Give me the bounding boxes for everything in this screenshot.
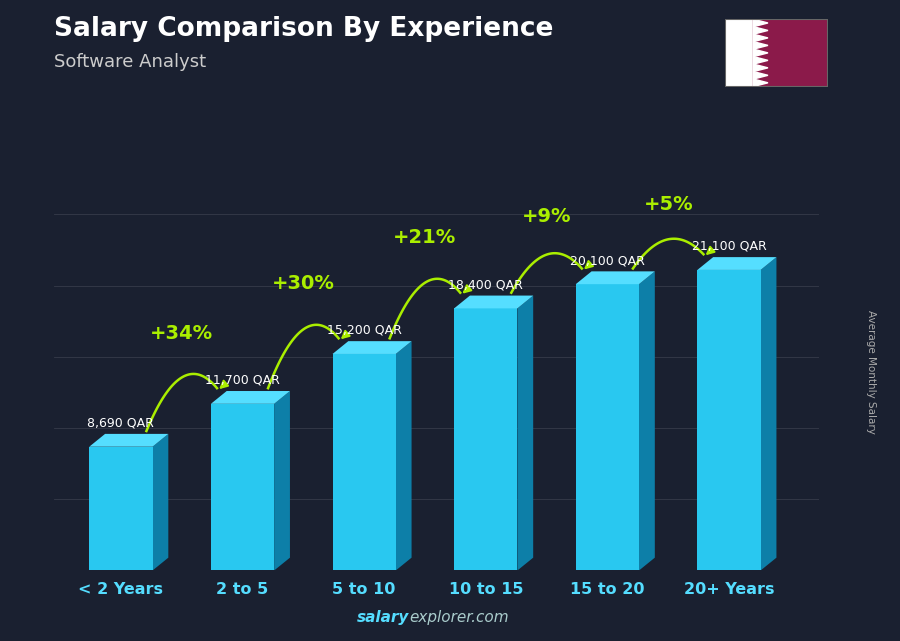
Text: Average Monthly Salary: Average Monthly Salary (866, 310, 877, 434)
Polygon shape (753, 49, 768, 56)
Text: +9%: +9% (522, 207, 572, 226)
Text: 21,100 QAR: 21,100 QAR (691, 240, 767, 253)
Text: 11,700 QAR: 11,700 QAR (205, 374, 280, 387)
Polygon shape (760, 257, 777, 570)
Text: salary: salary (357, 610, 410, 625)
Polygon shape (753, 64, 768, 72)
Text: 20,100 QAR: 20,100 QAR (570, 254, 644, 267)
Bar (454, 308, 518, 570)
Bar (89, 447, 152, 570)
Text: +30%: +30% (272, 274, 335, 293)
Polygon shape (152, 434, 168, 570)
Text: 18,400 QAR: 18,400 QAR (448, 278, 523, 291)
Polygon shape (211, 391, 290, 404)
Bar (211, 404, 274, 570)
Polygon shape (753, 79, 768, 87)
Polygon shape (518, 296, 533, 570)
Polygon shape (698, 257, 777, 270)
Bar (698, 270, 760, 570)
Polygon shape (576, 271, 655, 284)
Text: Software Analyst: Software Analyst (54, 53, 206, 71)
Polygon shape (454, 296, 533, 308)
Polygon shape (753, 34, 768, 42)
Polygon shape (753, 56, 768, 64)
Bar (576, 284, 639, 570)
Bar (724, 19, 753, 87)
Polygon shape (639, 271, 655, 570)
Polygon shape (753, 72, 768, 79)
Polygon shape (332, 341, 411, 354)
Polygon shape (274, 391, 290, 570)
Polygon shape (753, 19, 768, 27)
Text: +34%: +34% (150, 324, 213, 342)
Bar (753, 19, 828, 87)
Text: explorer.com: explorer.com (410, 610, 509, 625)
Polygon shape (753, 27, 768, 34)
Polygon shape (396, 341, 411, 570)
Polygon shape (89, 434, 168, 447)
Bar (332, 354, 396, 570)
Text: +5%: +5% (644, 196, 693, 214)
Text: 8,690 QAR: 8,690 QAR (87, 417, 154, 429)
Text: +21%: +21% (393, 228, 456, 247)
Polygon shape (753, 42, 768, 49)
Text: Salary Comparison By Experience: Salary Comparison By Experience (54, 16, 554, 42)
Text: 15,200 QAR: 15,200 QAR (327, 324, 401, 337)
